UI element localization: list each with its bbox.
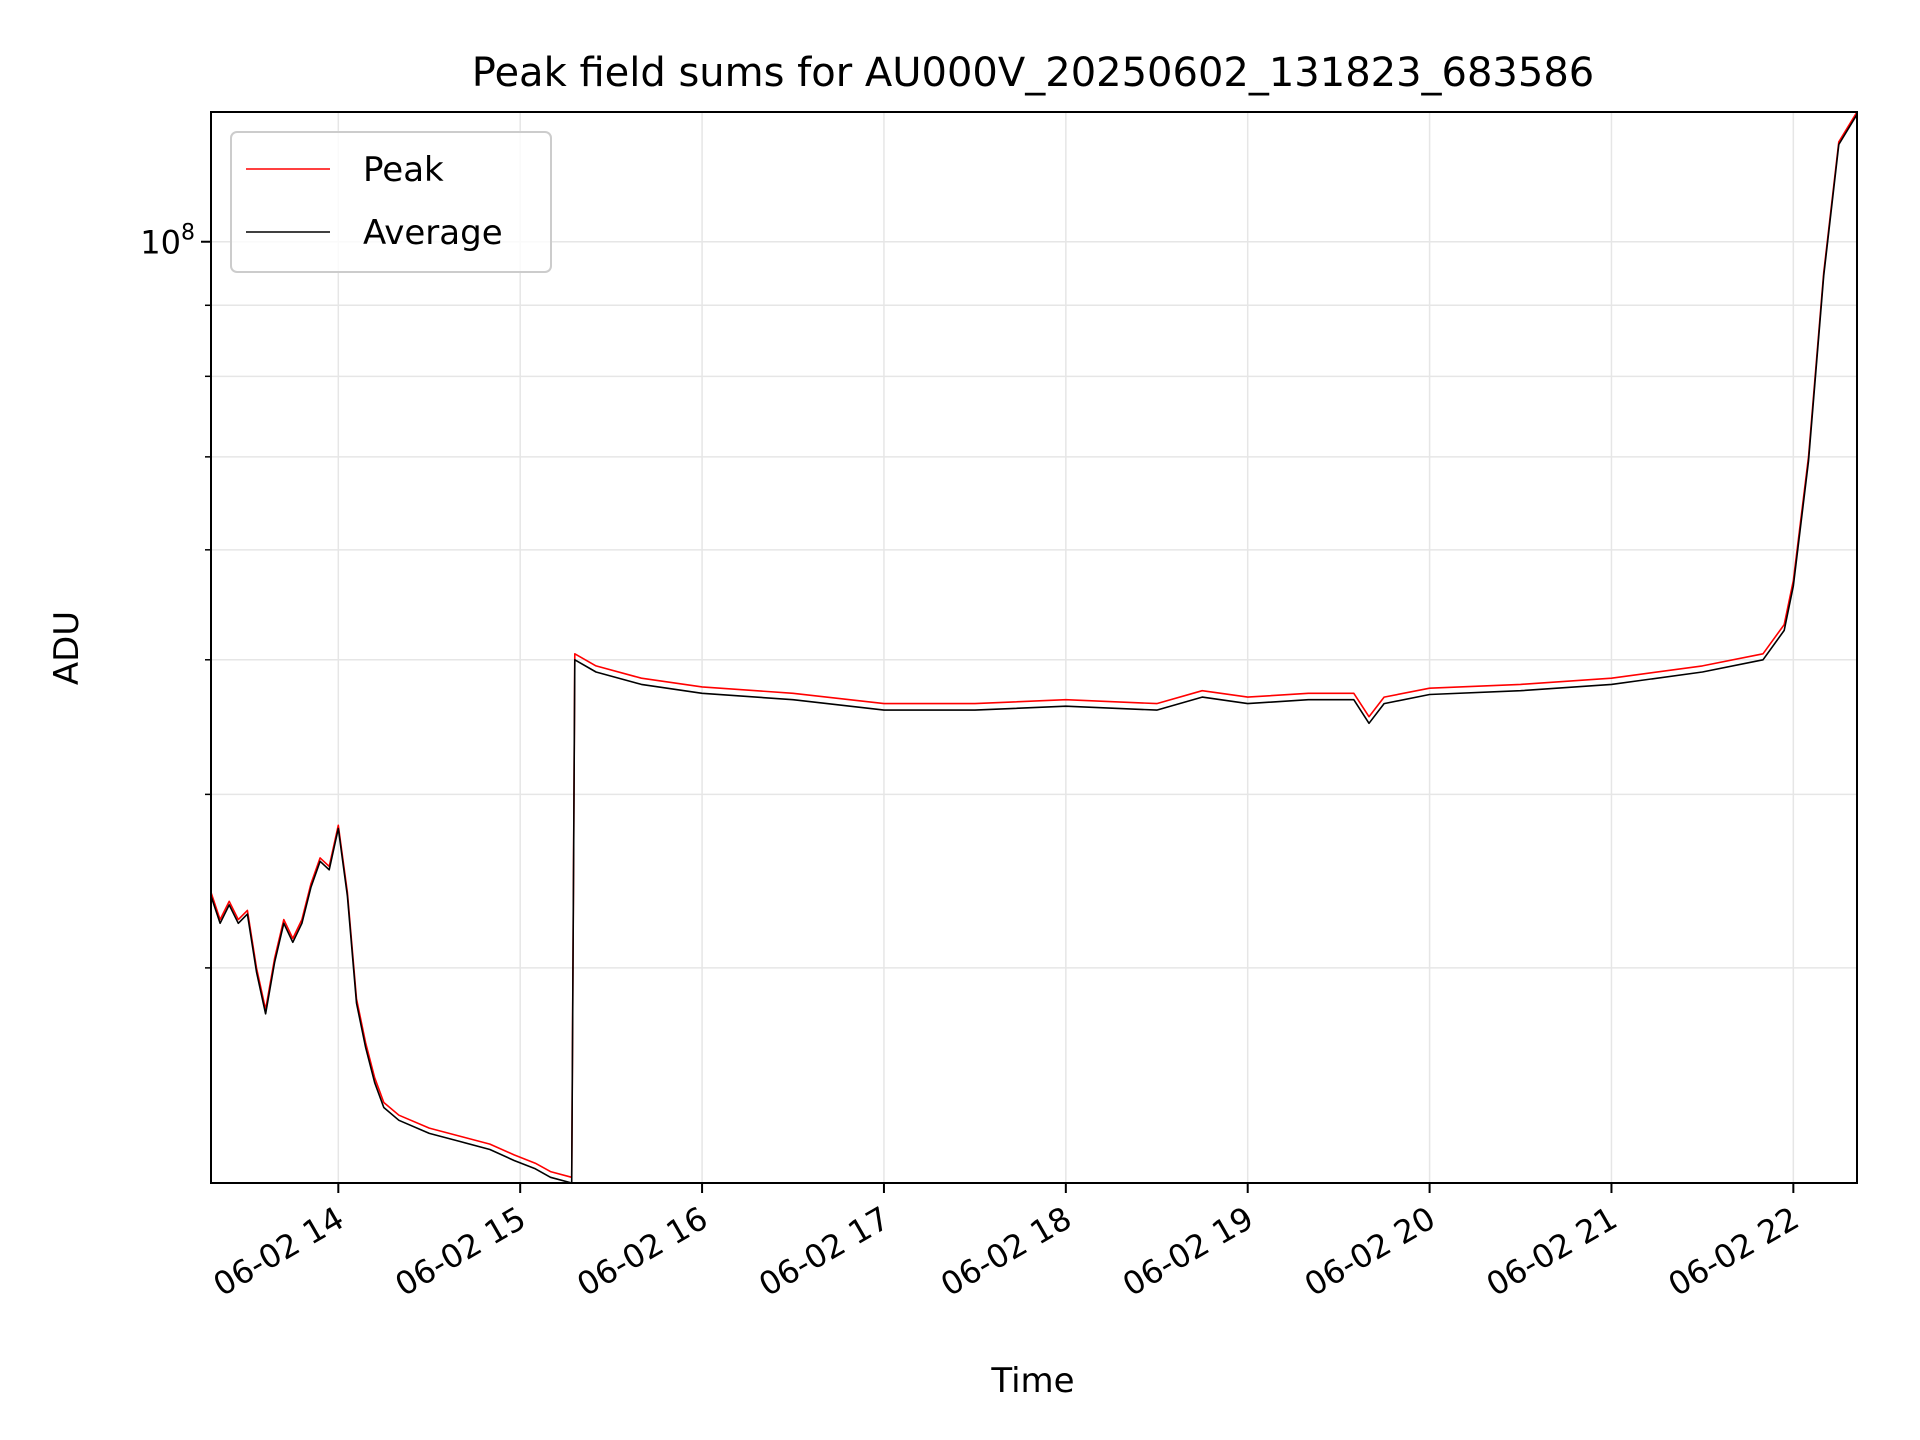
x-tick-label: 06-02 17	[752, 1199, 896, 1304]
series-line-average	[211, 113, 1857, 1183]
x-tick-label: 06-02 22	[1662, 1199, 1806, 1304]
x-tick-label: 06-02 19	[1116, 1199, 1260, 1304]
y-axis-label: ADU	[47, 611, 87, 685]
x-tick-label: 06-02 20	[1298, 1199, 1442, 1304]
x-axis: 06-02 14 06-02 15 06-02 16 06-02 17 06-02 18…	[207, 1183, 1806, 1304]
legend-box	[230, 131, 552, 273]
series-layer	[211, 112, 1857, 1183]
plot-frame	[210, 111, 1858, 1184]
y-axis: 108	[140, 221, 211, 969]
x-tick-label: 06-02 14	[207, 1199, 351, 1304]
legend: Peak Average	[230, 131, 552, 273]
x-axis-label: Time	[990, 1361, 1074, 1401]
x-tick-label: 06-02 18	[934, 1199, 1078, 1304]
legend-label-average: Average	[363, 213, 503, 253]
x-tick-label: 06-02 16	[570, 1199, 714, 1304]
y-tick-label: 108	[140, 221, 195, 262]
x-tick-label: 06-02 15	[389, 1199, 533, 1304]
chart-title: Peak field sums for AU000V_20250602_1318…	[472, 50, 1594, 96]
x-tick-label: 06-02 21	[1480, 1199, 1624, 1304]
grid	[211, 112, 1857, 1183]
series-line-peak	[211, 112, 1857, 1179]
legend-label-peak: Peak	[363, 150, 444, 190]
